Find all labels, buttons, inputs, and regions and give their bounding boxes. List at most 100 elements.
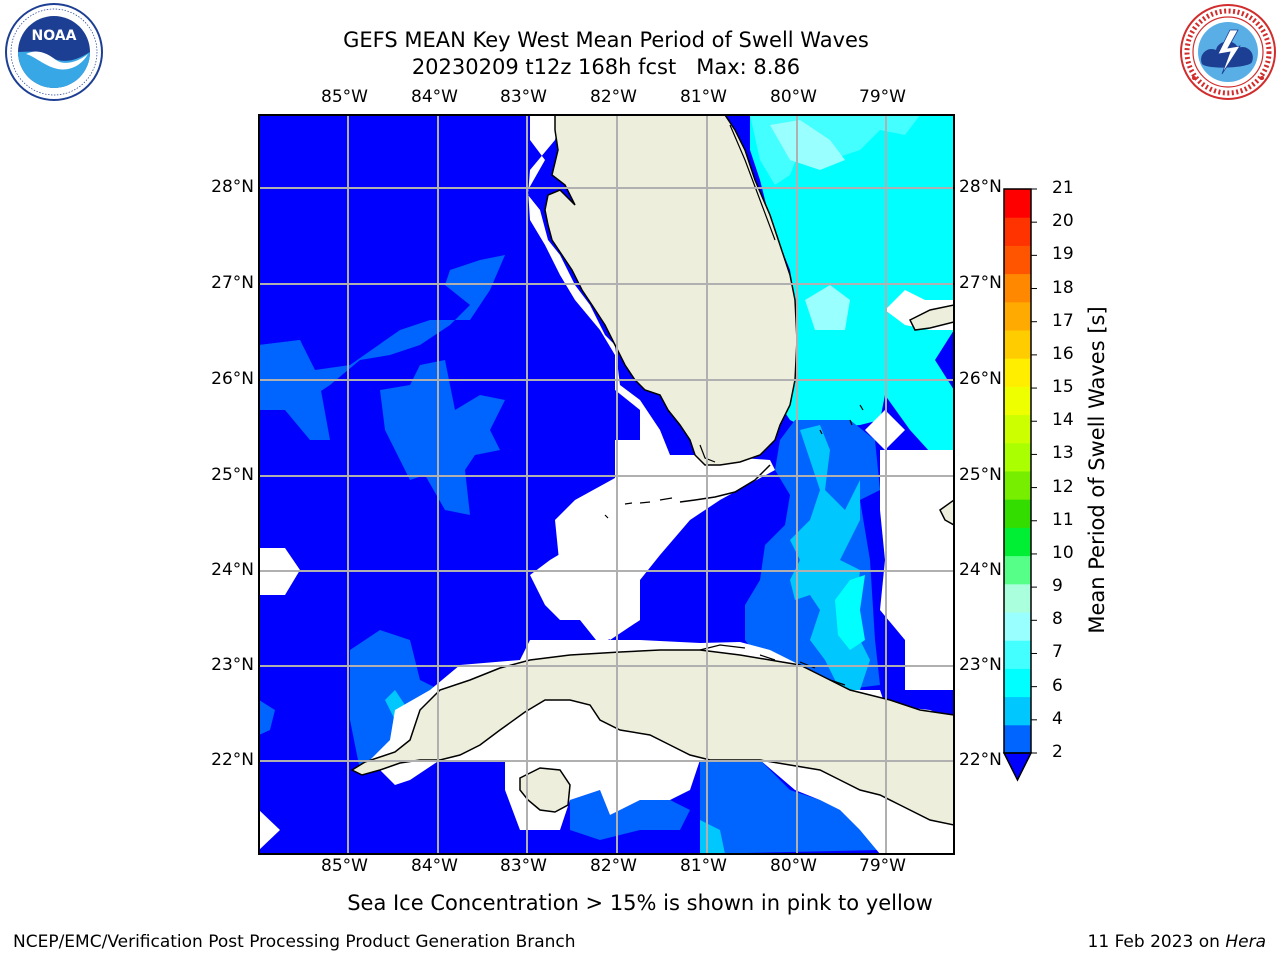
mask-florida-west [528,115,670,455]
colorbar-segment [1004,273,1031,303]
colorbar-segment [1004,217,1031,246]
colorbar-tick-label: 21 [1052,178,1074,198]
lon-label-top-79: 79°W [859,87,906,107]
colorbar-segment [1004,696,1031,726]
lat-label-left-23: 23°N [211,655,254,675]
lon-label-bottom-81: 81°W [680,856,727,876]
colorbar-tick-label: 13 [1052,443,1074,464]
noaa-logo: NOAA [5,3,103,101]
colorbar-tick-label: 10 [1052,542,1074,563]
colorbar-tick-label: 11 [1052,509,1074,530]
contour-2-4-gulf-mid [259,340,330,440]
lon-label-top-85: 85°W [321,87,368,107]
isla-juventud [519,767,571,813]
colorbar-tick-label: 19 [1052,244,1074,265]
footer-date-text: 11 Feb 2023 on [1087,932,1226,952]
colorbar-tick-label: 16 [1052,343,1074,364]
colorbar-tick-label: 20 [1052,211,1074,232]
cuba-land [350,649,954,826]
colorbar-segment [1004,555,1031,585]
lat-label-left-26: 26°N [211,369,254,389]
lon-label-bottom-84: 84°W [411,856,458,876]
colorbar-segment [1004,668,1031,698]
colorbar-segment [1004,245,1031,275]
lon-label-bottom-83: 83°W [500,856,547,876]
andros-island [939,499,954,526]
nws-logo [1180,4,1276,100]
colorbar-segment [1004,414,1031,444]
colorbar-segment [1004,301,1031,331]
contour-2-4-south-west-2 [259,700,275,735]
colorbar-segment [1004,612,1031,641]
lon-label-top-81: 81°W [680,87,727,107]
colorbar-tick-label: 14 [1052,410,1074,431]
colorbar-tick-label: 6 [1052,675,1063,696]
colorbar-segment [1004,583,1031,613]
colorbar-title: Mean Period of Swell Waves [s] [1085,306,1109,634]
florida-keys [679,464,771,503]
colorbar [1002,188,1037,782]
colorbar-tick-label: 7 [1052,642,1063,663]
colorbar-tick-label: 15 [1052,377,1074,398]
lon-label-top-80: 80°W [770,87,817,107]
mask-sw-corner [259,810,280,850]
colorbar-segment [1004,499,1031,528]
colorbar-tick-label: 2 [1052,742,1063,762]
colorbar-tick-label: 17 [1052,310,1074,331]
footer-branch: NCEP/EMC/Verification Post Processing Pr… [13,932,576,952]
lat-label-left-28: 28°N [211,177,254,197]
lon-label-top-83: 83°W [500,87,547,107]
lon-label-bottom-80: 80°W [770,856,817,876]
noaa-logo-text: NOAA [32,28,77,44]
colorbar-segment [1004,189,1031,218]
sea-ice-caption: Sea Ice Concentration > 15% is shown in … [347,891,933,915]
lat-label-right-28: 28°N [959,177,1002,197]
colorbar-segment [1004,527,1031,557]
lat-label-left-27: 27°N [211,273,254,293]
grand-bahama [908,304,954,331]
contour-2-4-gulf-north [259,255,505,410]
lat-label-left-22: 22°N [211,750,254,770]
lat-label-right-24: 24°N [959,560,1002,580]
colorbar-segment [1004,386,1031,416]
mask-straits-west [530,478,640,645]
colorbar-frame [1003,188,1032,754]
contour-6-7-straits [835,575,865,650]
colorbar-tick-label: 18 [1052,277,1074,298]
colorbar-segment [1004,442,1031,472]
lon-label-bottom-82: 82°W [590,856,637,876]
contour-8-9-north [770,120,845,170]
map-frame [258,114,955,855]
contour-2-4-southeast [700,760,880,854]
colorbar-segment [1004,471,1031,500]
lon-label-top-82: 82°W [590,87,637,107]
lat-label-right-27: 27°N [959,273,1002,293]
florida-land [544,115,798,466]
lat-label-right-25: 25°N [959,465,1002,485]
lon-label-bottom-85: 85°W [321,856,368,876]
lat-label-left-24: 24°N [211,560,254,580]
colorbar-tick-label: 8 [1052,609,1063,630]
contour-2-4-south-2 [570,790,690,840]
colorbar-tick-label: 9 [1052,576,1063,597]
colorbar-segment [1004,640,1031,669]
colorbar-segment [1004,330,1031,359]
footer-host: Hera [1225,932,1266,952]
colorbar-tick-label: 4 [1052,708,1063,729]
lat-label-right-23: 23°N [959,655,1002,675]
map-title-line1: GEFS MEAN Key West Mean Period of Swell … [343,28,869,52]
colorbar-tick-label: 12 [1052,476,1074,497]
lat-label-right-22: 22°N [959,750,1002,770]
map-title-line2: 20230209 t12z 168h fcst Max: 8.86 [411,55,801,79]
lon-label-top-84: 84°W [411,87,458,107]
colorbar-segment [1004,358,1031,387]
lat-label-right-26: 26°N [959,369,1002,389]
map-gridlines [259,115,954,854]
colorbar-segment [1004,724,1031,754]
footer-date: 11 Feb 2023 on Hera [1088,932,1266,952]
colorbar-under-arrow [1002,752,1033,782]
contour-8-9-east [805,285,850,330]
lon-label-bottom-79: 79°W [859,856,906,876]
lat-label-left-25: 25°N [211,465,254,485]
